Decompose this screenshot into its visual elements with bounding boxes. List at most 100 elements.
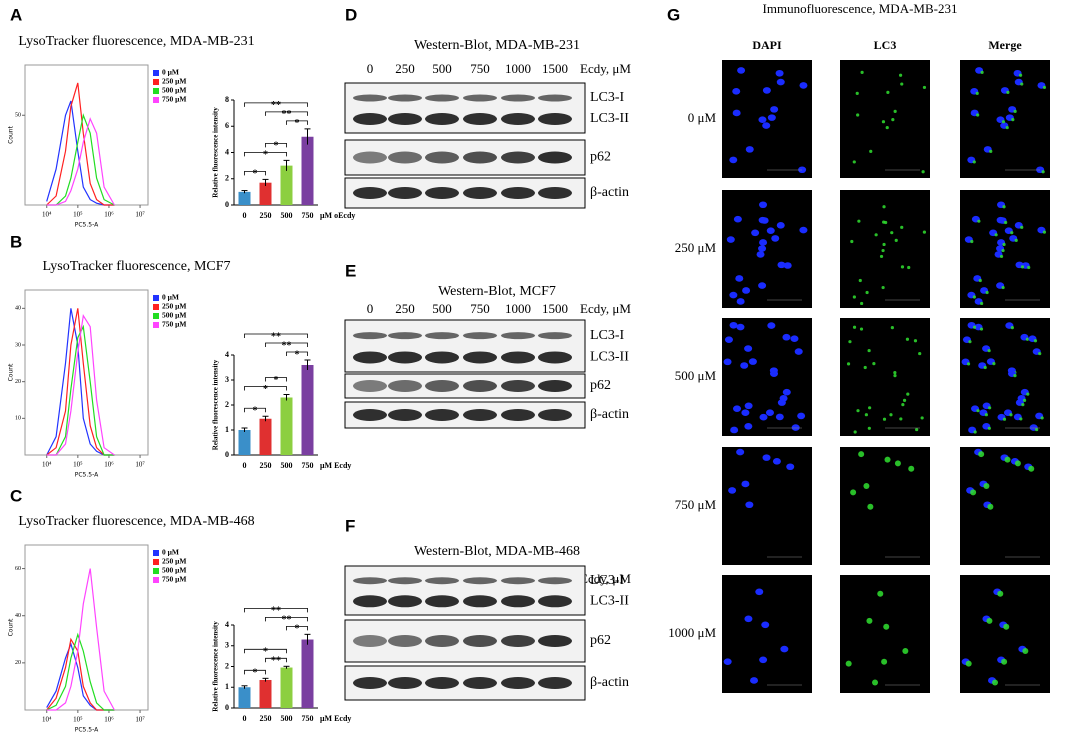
significance-bracket <box>286 625 308 631</box>
blot-band <box>538 94 572 102</box>
lc3-puncta <box>884 220 888 225</box>
significance-label: * <box>295 624 300 635</box>
blot-band <box>538 187 572 199</box>
significance-label: * <box>263 647 268 658</box>
blot-band <box>425 351 459 364</box>
bar <box>280 397 293 455</box>
nucleus <box>762 122 771 129</box>
y-tick-label: 20 <box>15 660 21 666</box>
lc3-puncta <box>872 362 876 366</box>
legend-swatch <box>153 568 159 574</box>
row-label: 250 μM <box>675 240 717 255</box>
y-axis-label: Count <box>8 618 15 636</box>
lc3-puncta <box>1014 460 1021 467</box>
lc3-puncta <box>1042 85 1047 90</box>
significance-bracket <box>244 407 266 413</box>
nucleus <box>756 251 765 258</box>
lc3-puncta <box>881 120 886 124</box>
blot-band <box>388 577 422 585</box>
blot-band <box>388 151 422 164</box>
nucleus <box>770 106 779 113</box>
panel-label: A <box>10 5 22 24</box>
blot-band <box>425 595 459 608</box>
blot-band <box>501 635 535 647</box>
lc3-puncta <box>1013 374 1017 378</box>
lc3-puncta <box>1002 417 1007 421</box>
blot-frame <box>344 565 586 616</box>
blot-band <box>538 380 572 392</box>
blot-row-label: β-actin <box>590 185 629 200</box>
lc3-puncta <box>987 348 991 353</box>
lc3-puncta <box>976 409 980 413</box>
x-axis-label: PC5.5-A <box>75 222 99 229</box>
lc3-puncta <box>922 85 927 90</box>
panel-label: F <box>345 516 355 535</box>
lc3-puncta <box>902 648 909 655</box>
lc3-puncta <box>857 219 861 223</box>
lc3-puncta <box>918 351 922 356</box>
x-axis-label: μM oEcdy <box>320 211 355 220</box>
lane-label: 750 <box>470 301 490 316</box>
x-tick-label: 500 <box>281 461 293 470</box>
lc3-puncta <box>994 233 998 237</box>
y-axis-label: Relative fluorescence intensity <box>212 621 220 712</box>
nucleus <box>740 362 749 369</box>
micrograph <box>722 190 812 308</box>
lc3-puncta <box>1013 109 1017 113</box>
blot-band <box>425 380 459 392</box>
x-tick-label: 10⁷ <box>135 211 145 219</box>
blot-band <box>353 635 387 647</box>
significance-bracket <box>265 142 287 148</box>
lc3-puncta <box>885 125 889 130</box>
y-axis-label: Count <box>8 125 15 143</box>
significance-bracket <box>244 151 287 157</box>
bar <box>238 191 251 205</box>
nucleus <box>758 116 767 123</box>
blot-band <box>463 113 497 125</box>
nucleus <box>755 588 764 596</box>
nucleus <box>735 275 744 282</box>
lc3-puncta <box>852 160 856 164</box>
y-tick-label: 4 <box>225 147 229 156</box>
lc3-puncta <box>884 456 891 463</box>
blot-band <box>388 94 422 102</box>
lc3-puncta <box>972 160 976 164</box>
lc3-puncta <box>856 409 860 413</box>
lc3-puncta <box>1020 82 1024 86</box>
lc3-puncta <box>1010 326 1014 330</box>
lc3-puncta <box>891 118 895 122</box>
legend-swatch <box>153 295 159 301</box>
significance-label: ** <box>271 331 281 342</box>
lc3-puncta <box>1038 351 1042 356</box>
legend-label: 500 μM <box>162 566 186 575</box>
lc3-puncta <box>850 239 854 244</box>
lc3-puncta <box>890 231 894 235</box>
lc3-puncta <box>984 413 988 417</box>
blot-band <box>388 380 422 392</box>
lc3-puncta <box>986 617 993 624</box>
lc3-puncta <box>860 301 864 306</box>
histogram-line <box>46 100 115 206</box>
blot-band <box>538 151 572 164</box>
significance-bracket <box>244 648 287 654</box>
blot-band <box>501 332 535 340</box>
blot-row-label: p62 <box>590 150 611 165</box>
lane-label: 0 <box>367 301 374 316</box>
nucleus <box>798 166 807 174</box>
lc3-puncta <box>882 205 886 209</box>
lc3-puncta <box>970 489 977 496</box>
histogram-line <box>46 642 115 711</box>
blot-band <box>501 380 535 392</box>
lane-label: 750 <box>470 61 490 76</box>
lane-label: 1000 <box>505 301 531 316</box>
bar <box>259 182 272 205</box>
x-tick-label: 750 <box>302 461 314 470</box>
legend-swatch <box>153 577 159 583</box>
lc3-puncta <box>1002 242 1006 247</box>
significance-bracket <box>265 657 287 663</box>
x-tick-label: 10⁵ <box>73 461 83 469</box>
legend-label: 500 μM <box>162 86 186 95</box>
lc3-puncta <box>980 301 984 306</box>
blot-band <box>388 351 422 364</box>
blot-band <box>501 595 535 608</box>
